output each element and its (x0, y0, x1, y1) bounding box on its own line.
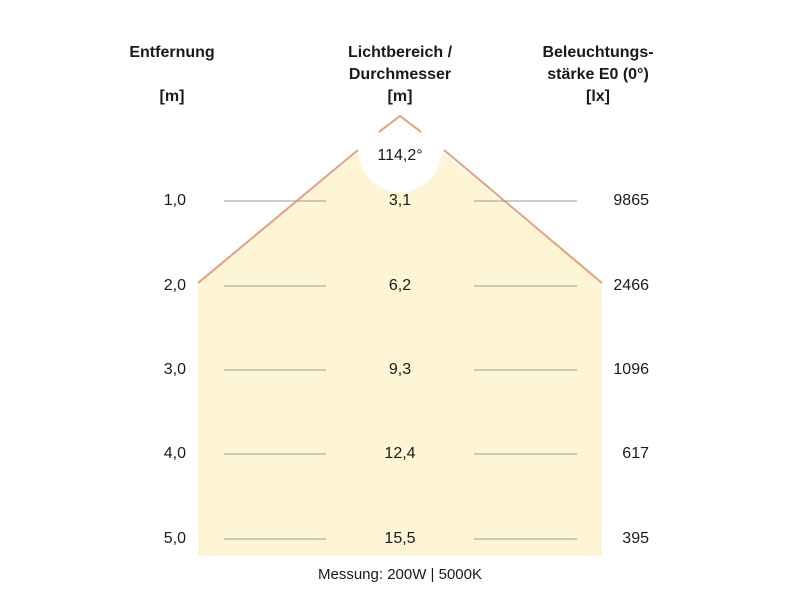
diameter-header-line2: Durchmesser (348, 66, 452, 83)
distance-header-unit: [m] (159, 88, 185, 105)
diameter-header: Lichtbereich / Durchmesser [m] (348, 42, 452, 108)
diameter-value: 15,5 (384, 530, 416, 547)
distance-header-line2 (129, 64, 214, 86)
diameter-header-unit: [m] (387, 88, 413, 105)
beam-angle-marker (378, 114, 422, 133)
diameter-header-title: Lichtbereich / (347, 44, 453, 61)
illuminance-value: 9865 (613, 192, 649, 209)
illuminance-value: 617 (622, 445, 649, 462)
illuminance-header-title: Beleuchtungs- (542, 44, 654, 61)
illuminance-header-unit: [lx] (586, 88, 610, 105)
distance-grid-lines (224, 200, 577, 540)
beam-edge-left (197, 149, 359, 284)
illuminance-value: 395 (622, 530, 649, 547)
diameter-value: 3,1 (388, 192, 412, 209)
diameter-value: 9,3 (388, 361, 412, 378)
beam-edge-right (443, 149, 603, 284)
illuminance-header-line2: stärke E0 (0°) (547, 66, 649, 83)
beam-angle-notch (358, 116, 442, 192)
diameter-value: 6,2 (388, 277, 412, 294)
illuminance-header: Beleuchtungs- stärke E0 (0°) [lx] (542, 42, 653, 108)
distance-header: Entfernung [m] (129, 42, 214, 108)
distance-value: 3,0 (163, 361, 186, 378)
distance-value: 4,0 (163, 445, 186, 462)
beam-angle-label: 114,2° (377, 147, 423, 164)
diameter-value: 12,4 (384, 445, 416, 462)
distance-header-title: Entfernung (129, 44, 215, 61)
light-cone-area (198, 118, 602, 556)
distance-value: 1,0 (163, 192, 186, 209)
measurement-note: Messung: 200W | 5000K (318, 566, 482, 583)
illuminance-value: 1096 (613, 361, 649, 378)
distance-value: 2,0 (163, 277, 186, 294)
distance-value: 5,0 (163, 530, 186, 547)
illuminance-value: 2466 (613, 277, 649, 294)
